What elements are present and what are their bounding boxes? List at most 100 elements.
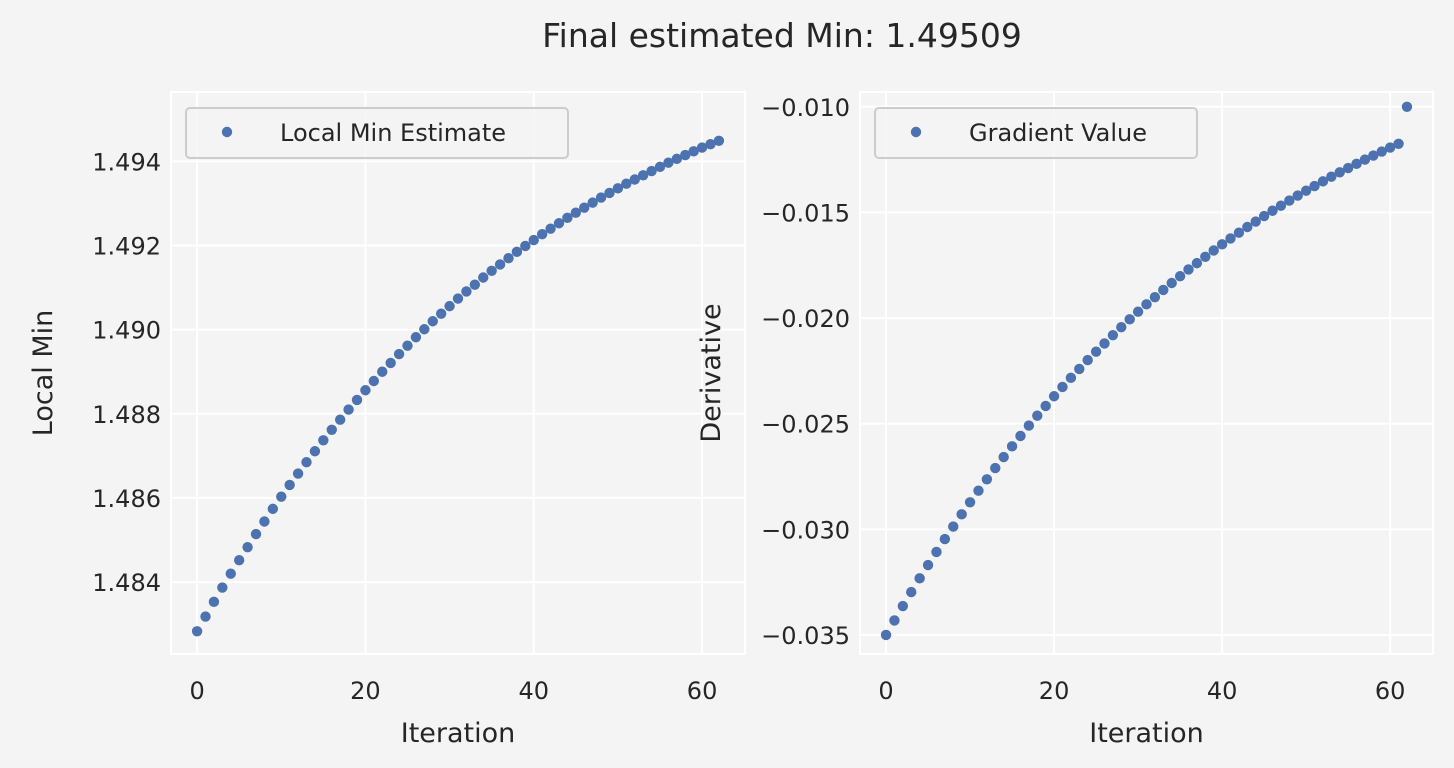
data-point [528,234,539,246]
data-point [208,596,220,608]
data-point [233,554,245,566]
data-point [217,582,228,593]
data-point [301,456,312,468]
left-chart-panel: 0 20 40 60 1.484 1.486 1.488 1.490 1.492 1.494 Ite… [28,91,746,749]
data-point [1258,210,1270,222]
data-point [1250,216,1261,227]
x-tick-label: 20 [350,677,381,705]
data-point [570,207,582,218]
data-point [604,187,615,199]
data-point [663,157,674,168]
data-point [1090,346,1102,357]
legend-label: Local Min Estimate [280,119,506,147]
y-tick-label: −0.030 [761,516,850,544]
y-tick-label: 1.486 [92,485,161,513]
data-point [956,509,967,520]
data-point [1359,154,1371,165]
legend-marker [910,126,922,138]
data-point [671,153,683,165]
data-point [1376,146,1387,157]
data-point [981,474,993,485]
data-point [998,451,1009,463]
data-point [1048,391,1060,402]
data-point [1023,420,1035,431]
x-tick-label: 40 [518,677,549,705]
data-point [1174,271,1186,282]
legend-label: Gradient Value [969,119,1147,147]
data-point [377,366,388,377]
data-point [1074,363,1085,375]
data-point [368,375,380,387]
data-point [486,265,497,276]
data-point [1124,314,1135,325]
data-point [1065,372,1077,384]
data-point [1267,205,1278,216]
y-axis-label: Local Min [28,310,59,436]
data-point [191,626,203,637]
data-point [427,316,438,327]
data-point [990,462,1001,474]
data-point [292,468,304,479]
x-tick-label: 60 [687,677,718,705]
data-point [579,202,590,213]
data-point [1326,171,1337,182]
data-point [646,165,657,177]
data-point [562,212,573,223]
data-point [435,308,447,319]
data-point [1032,410,1043,421]
data-point [931,546,942,558]
data-point [385,357,396,369]
data-point [897,600,909,612]
data-point [1191,257,1203,269]
x-axis-label: Iteration [401,718,516,749]
plot-area [170,91,746,655]
data-point [276,491,287,502]
x-tick-label: 0 [189,677,204,705]
data-point [889,615,900,626]
data-point [410,332,422,343]
data-point [1284,195,1295,206]
data-point [461,286,472,297]
data-point [922,559,934,571]
data-point [402,340,413,351]
data-point [1166,277,1177,289]
data-point [1216,239,1228,250]
data-point [267,503,279,515]
data-point [1116,321,1127,333]
data-point [680,149,691,161]
data-point [713,135,725,146]
data-point [1275,200,1287,211]
data-point [1057,381,1068,393]
data-point [696,142,708,153]
data-point [318,435,329,446]
y-tick-label: −0.015 [761,199,850,227]
data-point [1183,264,1194,275]
data-point [1149,291,1161,303]
data-point [587,197,598,208]
data-point [536,228,548,240]
data-point [595,192,607,203]
data-point [1384,142,1396,153]
data-point [637,170,649,181]
y-axis-label: Derivative [696,303,727,442]
data-point [621,178,632,189]
data-point [1368,150,1379,161]
data-point [452,293,464,304]
data-point [939,533,951,545]
data-point [948,521,959,532]
data-point [242,541,253,553]
x-axis-label: Iteration [1089,718,1204,749]
data-point [964,497,976,508]
data-point [1342,162,1354,174]
data-point [334,414,346,425]
y-tick-label: 1.494 [92,148,161,176]
data-point [1242,221,1253,233]
data-point [612,183,624,194]
data-point [326,424,337,435]
data-point [393,348,405,360]
data-point [284,479,295,491]
data-point [1132,306,1144,317]
data-point [494,259,506,270]
y-tick-label: 1.490 [92,317,161,345]
figure-title: Final estimated Min: 1.49509 [542,16,1022,55]
